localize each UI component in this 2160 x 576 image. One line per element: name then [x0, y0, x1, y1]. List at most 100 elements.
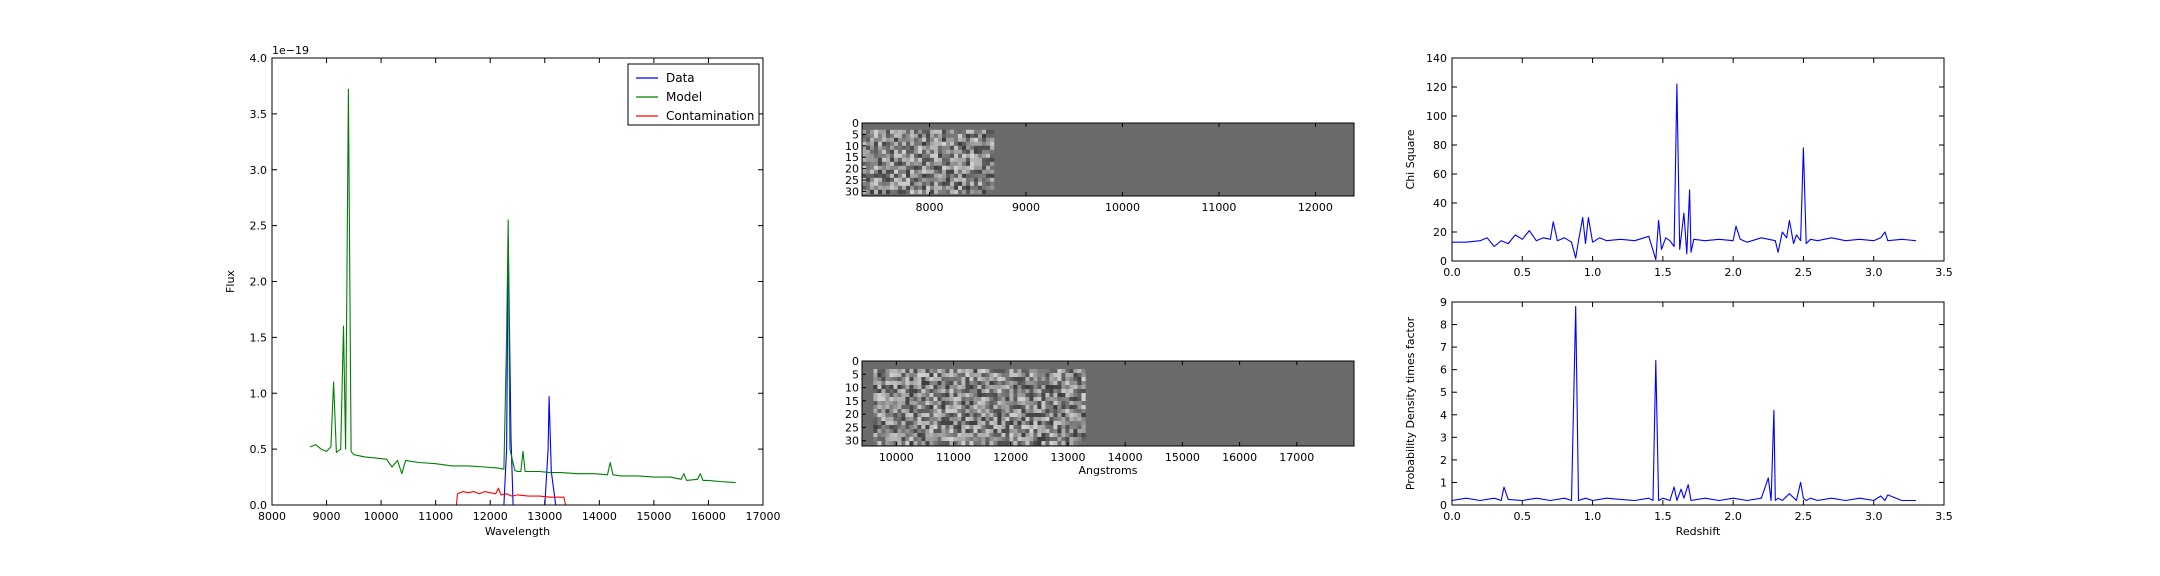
spectrum-xtick-label: 12000 — [473, 510, 508, 523]
spectrum2d-top-frame — [861, 122, 1355, 197]
spectrum2d-bottom-xtick-label: 17000 — [1279, 451, 1314, 464]
probability-xtick-label: 1.0 — [1584, 510, 1602, 523]
chisquare-ytick-label: 0 — [1440, 255, 1447, 268]
chisquare-ytick-label: 120 — [1426, 81, 1447, 94]
spectrum-line-contamination — [312, 487, 736, 506]
spectrum-ytick-label: 2.5 — [250, 220, 268, 233]
spectrum-xtick-label: 13000 — [527, 510, 562, 523]
chisquare-xtick-label: 3.5 — [1935, 266, 1953, 279]
spectrum-legend-label-contamination: Contamination — [666, 109, 754, 123]
spectrum2d-top-ytick-label: 30 — [845, 185, 859, 198]
spectrum-ytick-label: 2.0 — [250, 276, 268, 289]
probability-ytick-label: 5 — [1440, 386, 1447, 399]
spectrum-ytick-label: 0.5 — [250, 443, 268, 456]
spectrum-ylabel: Flux — [224, 270, 237, 293]
spectrum2d-top-xtick-label: 9000 — [1012, 201, 1040, 214]
spectrum2d-top-ytick-label: 5 — [852, 128, 859, 141]
probability-ytick-label: 7 — [1440, 341, 1447, 354]
spectrum-legend-label-data: Data — [666, 71, 695, 85]
probability-ytick-label: 9 — [1440, 296, 1447, 309]
spectrum2d-bottom-xtick-label: 15000 — [1165, 451, 1200, 464]
spectrum2d-bottom-ytick-label: 25 — [845, 421, 859, 434]
spectrum2d-bottom-ytick-label: 5 — [852, 368, 859, 381]
spectrum2d-top-ytick-label: 10 — [845, 140, 859, 153]
spectrum2d-top-ytick-label: 25 — [845, 174, 859, 187]
probability-ytick-label: 1 — [1440, 476, 1447, 489]
probability-xtick-label: 0.0 — [1443, 510, 1461, 523]
probability-ytick-label: 8 — [1440, 319, 1447, 332]
spectrum-xtick-label: 11000 — [418, 510, 453, 523]
probability-ylabel: Probability Density times factor — [1404, 316, 1417, 490]
chisquare-xtick-label: 2.0 — [1724, 266, 1742, 279]
spectrum-ytick-label: 4.0 — [250, 52, 268, 65]
spectrum2d-bottom-xlabel: Angstroms — [1079, 464, 1138, 477]
spectrum-line-model — [309, 88, 736, 484]
spectrum2d-top-ytick-label: 0 — [852, 117, 859, 130]
probability-line-series0 — [1451, 305, 1916, 502]
probability-xtick-label: 3.5 — [1935, 510, 1953, 523]
spectrum2d-bottom-ytick-label: 20 — [845, 408, 859, 421]
spectrum2d-bottom-xtick-label: 16000 — [1222, 451, 1257, 464]
spectrum-ytick-label: 1.0 — [250, 387, 268, 400]
spectrum-xtick-label: 17000 — [746, 510, 781, 523]
probability-xtick-label: 2.5 — [1795, 510, 1813, 523]
spectrum2d-bottom-xtick-label: 13000 — [1050, 451, 1085, 464]
spectrum-ytick-label: 3.5 — [250, 108, 268, 121]
probability-xtick-label: 3.0 — [1865, 510, 1883, 523]
probability-xtick-label: 2.0 — [1724, 510, 1742, 523]
probability-xtick-label: 1.5 — [1654, 510, 1672, 523]
probability-ytick-label: 3 — [1440, 431, 1447, 444]
chisquare-line-series0 — [1452, 83, 1916, 261]
probability-ytick-label: 6 — [1440, 364, 1447, 377]
chisquare-xtick-label: 1.0 — [1584, 266, 1602, 279]
chisquare-xtick-label: 0.5 — [1514, 266, 1532, 279]
spectrum2d-bottom-ytick-label: 15 — [845, 395, 859, 408]
probability-plot-area — [1452, 302, 1944, 505]
probability-ytick-label: 0 — [1440, 499, 1447, 512]
spectrum2d-top-xtick-label: 10000 — [1105, 201, 1140, 214]
chisquare-xtick-label: 3.0 — [1865, 266, 1883, 279]
chisquare-ylabel: Chi Square — [1404, 129, 1417, 189]
spectrum2d-top-ytick-label: 15 — [845, 151, 859, 164]
spectrum2d-bottom-frame — [861, 360, 1355, 447]
spectrum-xtick-label: 10000 — [364, 510, 399, 523]
probability-ytick-label: 2 — [1440, 454, 1447, 467]
spectrum2d-top-noise-image — [862, 129, 995, 195]
spectrum-ytick-label: 3.0 — [250, 164, 268, 177]
spectrum-xlabel: Wavelength — [485, 525, 550, 538]
spectrum-ytick-label: 1.5 — [250, 331, 268, 344]
spectrum-xtick-label: 8000 — [258, 510, 286, 523]
chisquare-plot-area — [1452, 58, 1944, 261]
chisquare-ytick-label: 20 — [1433, 226, 1447, 239]
chisquare-ytick-label: 60 — [1433, 168, 1447, 181]
spectrum2d-top-xtick-label: 12000 — [1298, 201, 1333, 214]
probability-ytick-label: 4 — [1440, 409, 1447, 422]
chisquare-ytick-label: 140 — [1426, 52, 1447, 65]
chisquare-frame — [1451, 57, 1945, 262]
spectrum2d-bottom-xtick-label: 14000 — [1108, 451, 1143, 464]
spectrum2d-bottom-ytick-label: 30 — [845, 435, 859, 448]
probability-xtick-label: 0.5 — [1514, 510, 1532, 523]
chisquare-ytick-label: 100 — [1426, 110, 1447, 123]
spectrum2d-bottom-xtick-label: 11000 — [936, 451, 971, 464]
chisquare-xtick-label: 2.5 — [1795, 266, 1813, 279]
spectrum2d-bottom-ytick-label: 10 — [845, 382, 859, 395]
spectrum-xtick-label: 14000 — [582, 510, 617, 523]
spectrum2d-top-ytick-label: 20 — [845, 163, 859, 176]
chisquare-ytick-label: 80 — [1433, 139, 1447, 152]
spectrum2d-top-xtick-label: 8000 — [916, 201, 944, 214]
chisquare-xtick-label: 1.5 — [1654, 266, 1672, 279]
spectrum2d-bottom-noise-image — [873, 369, 1086, 446]
probability-xlabel: Redshift — [1676, 525, 1721, 538]
spectrum-plot-area — [272, 58, 763, 505]
spectrum-legend-label-model: Model — [666, 90, 702, 104]
spectrum-legend — [627, 63, 760, 126]
spectrum-offset-text: 1e−19 — [272, 44, 309, 57]
chisquare-xtick-label: 0.0 — [1443, 266, 1461, 279]
chisquare-ytick-label: 40 — [1433, 197, 1447, 210]
spectrum2d-bottom-ytick-label: 0 — [852, 355, 859, 368]
probability-frame — [1451, 301, 1945, 506]
spectrum-xtick-label: 15000 — [636, 510, 671, 523]
spectrum-xtick-label: 9000 — [313, 510, 341, 523]
